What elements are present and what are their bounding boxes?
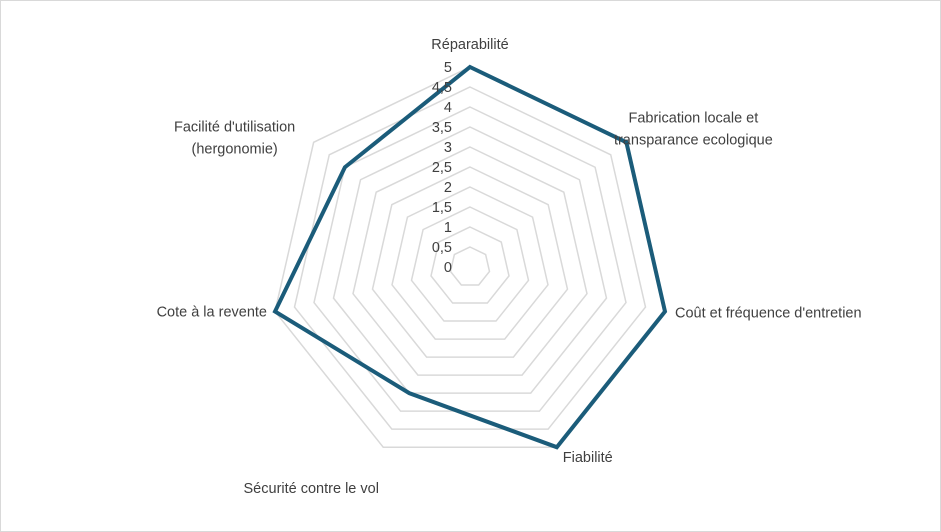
tick-label: 0 — [444, 260, 452, 276]
radar-grid — [274, 66, 666, 448]
tick-label: 0,5 — [432, 240, 452, 256]
category-label: Facilité d'utilisation (hergonomie) — [174, 119, 295, 157]
tick-label: 1,5 — [432, 200, 452, 216]
tick-label: 3 — [444, 140, 452, 156]
tick-label: 1 — [444, 220, 452, 236]
grid-ring — [391, 186, 549, 340]
grid-ring — [274, 66, 666, 448]
grid-ring — [352, 146, 588, 376]
tick-label: 3,5 — [432, 120, 452, 136]
radar-axis-labels: Réparabilité Fabrication locale et transpa… — [157, 37, 862, 497]
grid-ring — [313, 106, 627, 412]
tick-label: 4 — [444, 100, 452, 116]
series-line — [272, 64, 668, 450]
grid-ring — [410, 206, 530, 322]
tick-label: 5 — [444, 60, 452, 76]
grid-ring — [293, 86, 647, 430]
category-label: Fabrication locale et transparance ecolog… — [614, 110, 773, 148]
tick-label: 4,5 — [432, 80, 452, 96]
category-label: Réparabilité — [431, 37, 508, 53]
tick-label: 2 — [444, 180, 452, 196]
grid-ring — [332, 126, 608, 394]
tick-label: 2,5 — [432, 160, 452, 176]
radar-ticks: 0 0,5 1 1,5 2 2,5 3 3,5 4 4,5 5 — [432, 60, 452, 276]
grid-ring — [371, 166, 569, 358]
radar-series — [272, 64, 668, 450]
grid-ring — [430, 226, 510, 304]
grid-ring — [449, 246, 491, 286]
category-label: Coût et fréquence d'entretien — [675, 306, 862, 322]
category-label: Fiabilité — [563, 450, 613, 466]
category-label: Cote à la revente — [157, 305, 267, 321]
category-label: Sécurité contre le vol — [244, 481, 379, 497]
